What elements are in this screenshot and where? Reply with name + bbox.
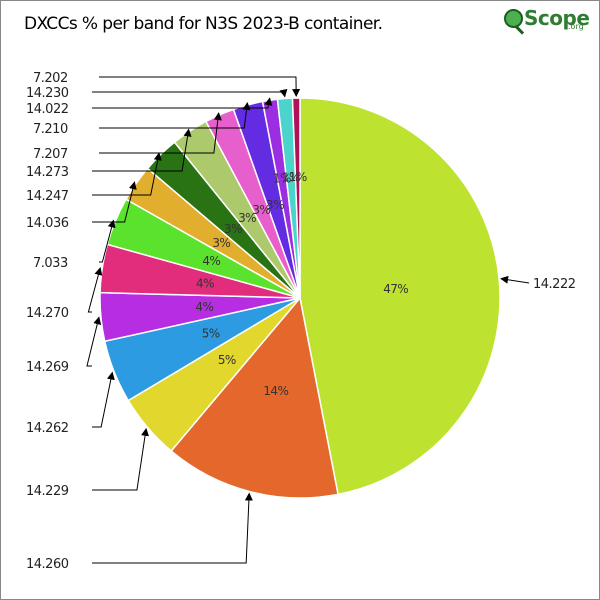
slice-label: 14.229 — [26, 484, 69, 499]
slice-label: 14.022 — [26, 102, 69, 117]
pie-slice-percent: 3% — [238, 211, 256, 225]
pie-slice-percent: 3% — [224, 222, 242, 236]
callout-line — [99, 101, 251, 129]
pie-slice-percent: 5% — [202, 326, 220, 340]
callout-line — [92, 492, 253, 564]
callout-line — [99, 76, 301, 98]
pie-slice-percent: 4% — [202, 254, 220, 268]
magnifier-icon — [504, 9, 523, 28]
pie-slice-14.260 — [170, 296, 339, 499]
pie-slice-percent: 4% — [195, 300, 213, 314]
logo-brand: Scope — [524, 6, 590, 30]
slice-label: 14.262 — [26, 421, 69, 436]
slice-label: 14.222 — [533, 277, 576, 292]
slice-label: 7.033 — [33, 256, 68, 271]
slice-label: 14.247 — [26, 189, 69, 204]
slice-label: 14.270 — [26, 306, 69, 321]
callout-line — [99, 112, 222, 154]
pie-slice-14.222 — [299, 97, 501, 496]
slice-label: 7.207 — [33, 147, 68, 162]
callout-line — [92, 371, 115, 428]
pie-slice-percent: 1% — [273, 171, 291, 185]
callout-line — [92, 152, 162, 196]
callout-line — [87, 267, 103, 313]
slice-label: 14.260 — [26, 557, 69, 572]
pie-slice-percent: 1% — [289, 170, 307, 184]
slice-label: 14.230 — [26, 86, 69, 101]
slice-label: 14.273 — [26, 165, 69, 180]
pie-slice-percent: 3% — [252, 203, 270, 217]
slice-label: 14.036 — [26, 216, 69, 231]
slice-label: 7.202 — [33, 71, 68, 86]
pie-slice-7.202 — [291, 97, 301, 299]
callout-line — [92, 427, 150, 491]
callout-line — [92, 128, 192, 172]
pie-slice-percent: 1% — [282, 170, 300, 184]
pie-slice-percent: 3% — [266, 198, 284, 212]
callout-line — [92, 97, 273, 109]
logo-suffix: .org — [568, 22, 584, 31]
qscope-logo: Scope .org — [500, 5, 590, 35]
pie-slice-percent: 4% — [196, 277, 214, 291]
pie-slice-percent: 47% — [383, 282, 408, 296]
slice-label: 14.269 — [26, 360, 69, 375]
slice-label: 7.210 — [33, 122, 68, 137]
callout-line — [86, 316, 102, 367]
pie-slice-percent: 14% — [263, 384, 288, 398]
callout-line — [500, 275, 530, 284]
chart-title: DXCCs % per band for N3S 2023-B containe… — [24, 14, 383, 34]
pie-slice-percent: 5% — [218, 353, 236, 367]
callout-line — [99, 219, 116, 263]
pie-slice-percent: 3% — [212, 236, 230, 250]
callout-line — [92, 88, 288, 98]
